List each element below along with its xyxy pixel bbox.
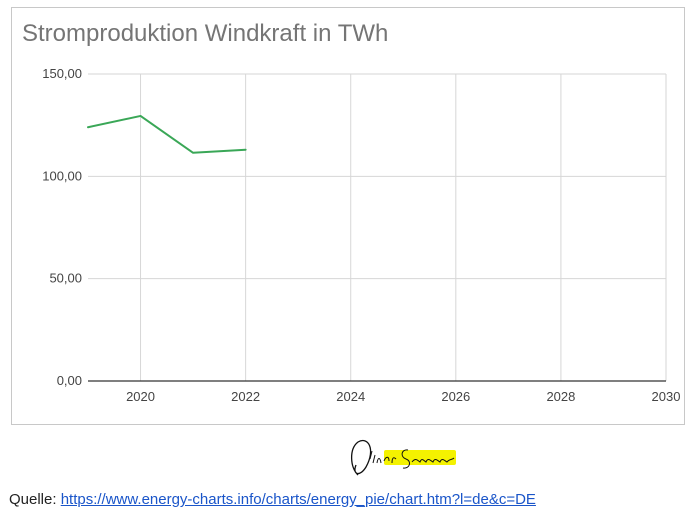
x-tick-label: 2024 (336, 389, 365, 404)
tick-labels: 0,00 50,00 100,00 150,00 2020 2022 2024 2026 202… (42, 66, 680, 404)
signature-stroke-schirmer (401, 449, 455, 469)
x-tick-label: 2030 (652, 389, 681, 404)
y-tick-label: 0,00 (57, 373, 82, 388)
x-tick-label: 2022 (231, 389, 260, 404)
signature-stroke-liver (369, 450, 397, 464)
chart-frame (11, 7, 685, 425)
y-tick-label: 100,00 (42, 168, 82, 183)
chart-title: Stromproduktion Windkraft in TWh (22, 20, 389, 47)
x-tick-label: 2020 (126, 389, 155, 404)
x-tick-label: 2026 (441, 389, 470, 404)
source-link[interactable]: https://www.energy-charts.info/charts/en… (60, 491, 536, 508)
x-tick-label: 2028 (546, 389, 575, 404)
y-tick-label: 150,00 (42, 66, 82, 81)
series-line (87, 114, 247, 154)
series-lines (87, 114, 247, 154)
gridlines (88, 73, 667, 381)
signature-image (350, 439, 456, 476)
y-tick-label: 50,00 (49, 271, 82, 286)
signature-stroke-o (350, 439, 372, 476)
source-line: Quelle: https://www.energy-charts.info/c… (9, 491, 536, 508)
source-label: Quelle: (9, 491, 57, 508)
